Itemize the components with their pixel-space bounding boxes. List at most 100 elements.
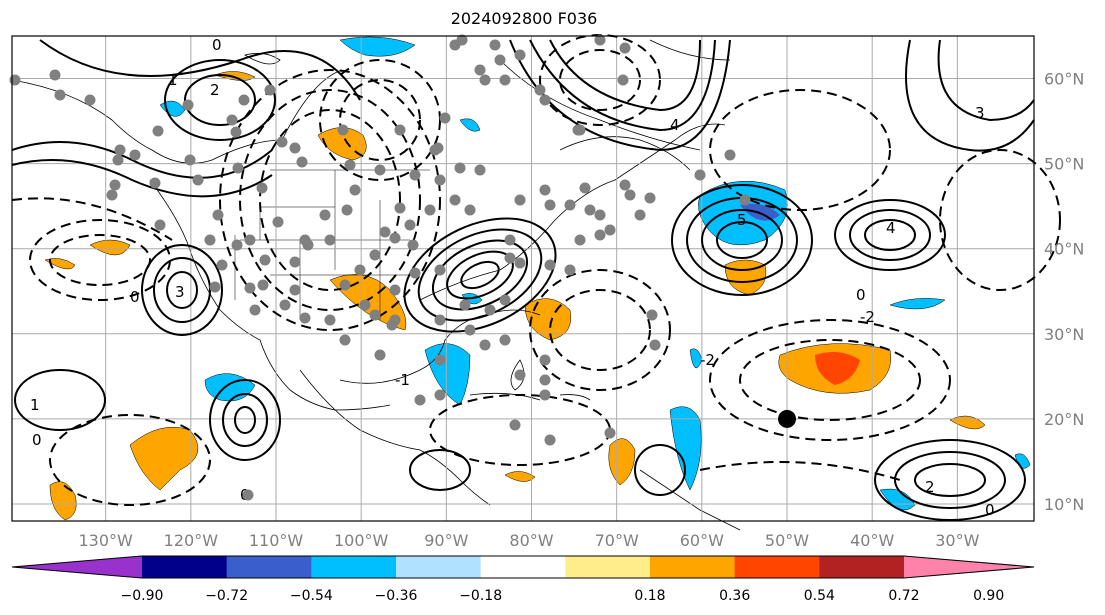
station-dot — [494, 54, 506, 66]
station-dot — [514, 194, 526, 206]
station-dot — [394, 124, 406, 136]
colorbar-label: 0.54 — [804, 588, 835, 604]
station-dot — [539, 354, 551, 366]
station-dot — [9, 74, 21, 86]
station-dot — [256, 182, 268, 194]
station-dot — [539, 389, 551, 401]
station-dot — [464, 204, 476, 216]
station-dot — [594, 34, 606, 46]
colorbar-label: 0.90 — [973, 588, 1004, 604]
station-dot — [694, 169, 706, 181]
station-dot — [84, 94, 96, 106]
contour-label: -2 — [860, 308, 875, 326]
contour-label: -1 — [395, 371, 410, 389]
station-dot — [434, 264, 446, 276]
station-dot — [152, 125, 164, 137]
contour-label: 2 — [210, 81, 220, 99]
colorbar-segment — [142, 556, 228, 578]
station-dot — [319, 209, 331, 221]
longitude-label: 50°W — [765, 531, 809, 550]
station-dot — [279, 299, 291, 311]
contour-label: 3 — [975, 104, 985, 122]
station-dot — [359, 299, 371, 311]
station-dot — [112, 154, 124, 166]
longitude-label: 70°W — [595, 531, 639, 550]
station-dot — [514, 257, 526, 269]
station-dot — [106, 189, 118, 201]
station-dot — [544, 199, 556, 211]
station-dot — [449, 194, 461, 206]
station-dot — [407, 239, 419, 251]
station-dot — [434, 389, 446, 401]
station-dot — [604, 427, 616, 439]
contour-label: 0 — [130, 288, 140, 306]
station-dot — [579, 182, 591, 194]
station-dot — [634, 209, 646, 221]
station-dot — [212, 209, 224, 221]
station-dot — [619, 179, 631, 191]
coastlines — [11, 39, 741, 531]
station-dot — [296, 156, 308, 168]
contour-label: 2 — [925, 478, 935, 496]
station-dot — [238, 94, 250, 106]
contour-label: 3 — [175, 283, 185, 301]
latitude-label: 10°N — [1044, 495, 1084, 514]
contour-label: 0 — [32, 431, 42, 449]
colorbar-segment — [650, 556, 736, 578]
station-dot — [499, 334, 511, 346]
station-dot — [394, 202, 406, 214]
station-dot — [232, 162, 244, 174]
station-dot — [434, 314, 446, 326]
station-dot — [149, 177, 161, 189]
longitude-label: 30°W — [935, 531, 979, 550]
station-dot — [379, 226, 391, 238]
station-dot — [619, 42, 631, 54]
station-dot — [534, 84, 546, 96]
station-dot — [439, 112, 451, 124]
station-dot — [259, 254, 271, 266]
station-dot — [349, 184, 361, 196]
longitude-label: 40°W — [850, 531, 894, 550]
station-dot — [604, 224, 616, 236]
longitude-labels: 130°W 120°W 110°W 100°W 90°W 80°W 70°W 60°W 50°W… — [79, 531, 980, 550]
longitude-label: 80°W — [509, 531, 553, 550]
contour-label: 0 — [985, 501, 995, 519]
station-dot — [386, 319, 398, 331]
station-dot — [129, 149, 141, 161]
station-dot — [264, 84, 276, 96]
station-dot — [474, 64, 486, 76]
station-dot — [539, 374, 551, 386]
latitude-label: 20°N — [1044, 410, 1084, 429]
station-dot — [544, 434, 556, 446]
station-dot — [231, 239, 243, 251]
station-dot — [272, 216, 284, 228]
station-dot — [289, 256, 301, 268]
station-dot — [289, 142, 301, 154]
latitude-label: 50°N — [1044, 155, 1084, 174]
station-dot — [484, 304, 496, 316]
contour-label: 0 — [212, 36, 222, 54]
station-dot — [339, 334, 351, 346]
contour-lines — [11, 39, 1035, 521]
station-dot — [249, 304, 261, 316]
longitude-label: 60°W — [680, 531, 724, 550]
station-dot — [424, 204, 436, 216]
station-dot — [509, 419, 521, 431]
longitude-label: 90°W — [424, 531, 468, 550]
station-dot — [456, 34, 468, 46]
longitude-label: 110°W — [249, 531, 304, 550]
station-dot — [409, 267, 421, 279]
station-dot — [499, 74, 511, 86]
colorbar-label: 0.18 — [634, 588, 665, 604]
station-dot — [339, 279, 351, 291]
station-dot — [257, 279, 269, 291]
storm-marker — [778, 409, 797, 428]
station-dot — [544, 259, 556, 271]
station-dot — [514, 49, 526, 61]
colorbar-segment — [396, 556, 482, 578]
station-dot — [504, 234, 516, 246]
station-dot — [49, 69, 61, 81]
station-dot — [389, 232, 401, 244]
station-dot — [299, 312, 311, 324]
